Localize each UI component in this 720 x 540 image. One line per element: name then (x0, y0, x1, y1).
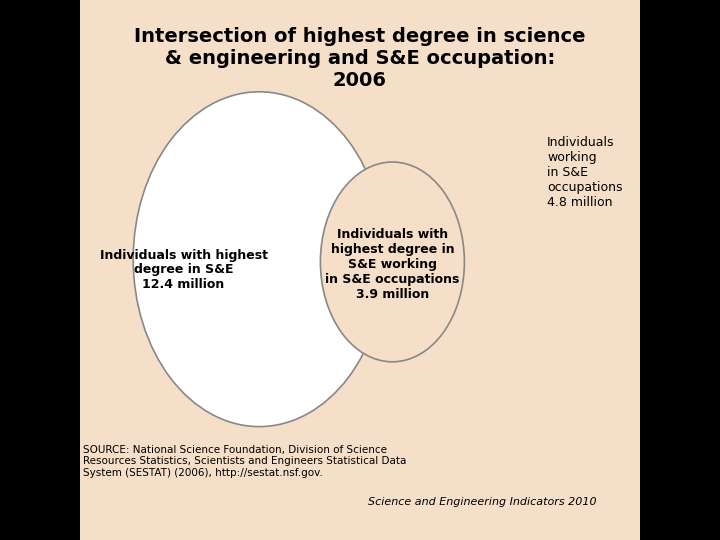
Ellipse shape (133, 92, 385, 427)
Bar (80, 0, 640, 540)
Text: Intersection of highest degree in science
& engineering and S&E occupation:
2006: Intersection of highest degree in scienc… (134, 27, 586, 90)
Text: Individuals with
highest degree in
S&E working
in S&E occupations
3.9 million: Individuals with highest degree in S&E w… (325, 228, 459, 301)
Text: Science and Engineering Indicators 2010: Science and Engineering Indicators 2010 (368, 496, 597, 507)
Ellipse shape (320, 162, 464, 362)
Text: Individuals
working
in S&E
occupations
4.8 million: Individuals working in S&E occupations 4… (547, 136, 623, 210)
Text: SOURCE: National Science Foundation, Division of Science
Resources Statistics, S: SOURCE: National Science Foundation, Div… (83, 445, 406, 478)
Text: Individuals with highest
degree in S&E
12.4 million: Individuals with highest degree in S&E 1… (99, 248, 268, 292)
